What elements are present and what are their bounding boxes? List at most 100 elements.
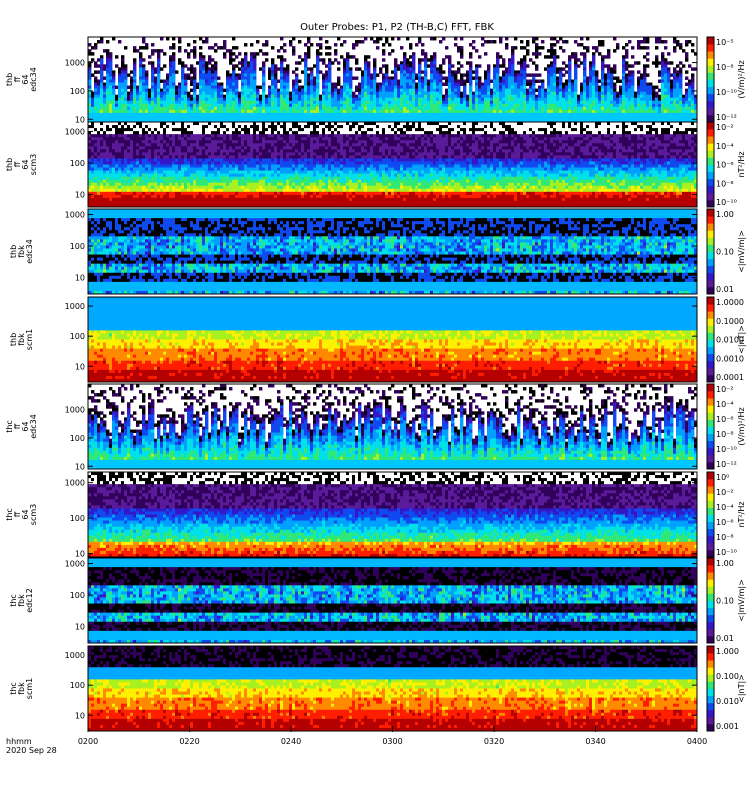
- y-axis-label: thb ff 64 edc34: [5, 67, 38, 92]
- y-tick-label: 1000: [65, 59, 85, 68]
- colorbar-label: <|mV/m|>: [737, 579, 746, 622]
- time-axis: 0200 0220 0240 0300 0320 0340 0400: [78, 726, 707, 746]
- spectrogram-image: [88, 37, 697, 122]
- y-label-line: fbk: [17, 245, 26, 258]
- colorbar-tick-label: 10⁻⁶: [716, 415, 734, 424]
- spectrogram-image: [88, 122, 697, 207]
- panel-7: 10 100 1000 thc fbk edc12 1.00 0.10 0.01 <|mV/m|>: [9, 557, 746, 644]
- panel-1: 10 100 1000 thb ff 64 edc34 10⁻⁵ 10⁻⁸ 10⁻¹⁰ 10⁻¹² (…: [5, 36, 746, 124]
- colorbar-tick-label: 0.100: [716, 672, 739, 681]
- panel-3: 10 100 1000 thb fbk edc34 1.00 0.10 0.01 <|mV/m|>: [9, 208, 746, 295]
- colorbar-tick-label: 10⁻¹²: [716, 460, 737, 469]
- colorbar: 10⁻² 10⁻⁴ 10⁻⁶ 10⁻⁸ 10⁻¹⁰ 10⁻¹² (V/m)²/Hz: [706, 383, 746, 470]
- colorbar-tick-label: 10⁻⁴: [716, 142, 734, 151]
- footer-date: 2020 Sep 28: [6, 746, 57, 755]
- colorbar: 10⁻² 10⁻⁴ 10⁻⁶ 10⁻⁸ 10⁻¹⁰ nT²/Hz: [706, 121, 746, 208]
- y-tick-label: 10: [75, 190, 85, 199]
- spectrogram-image: [88, 209, 697, 294]
- footer-time-label: hhmm: [6, 737, 57, 746]
- colorbar-tick-label: 10⁻¹⁰: [716, 198, 737, 207]
- x-tick-label: 0240: [281, 737, 301, 746]
- colorbar: 1.0000 0.1000 0.0100 0.0010 0.0001 <|nT|>: [706, 296, 746, 383]
- x-tick-label: 0400: [687, 737, 707, 746]
- footer: hhmm 2020 Sep 28: [6, 737, 57, 755]
- colorbar-tick-label: 0.010: [716, 697, 739, 706]
- y-tick-label: 10: [75, 623, 85, 632]
- y-axis-label: thb ff 64 scm3: [5, 154, 38, 175]
- y-label-line: edc12: [25, 588, 34, 613]
- spectrogram-image: [88, 558, 697, 643]
- y-label-line: thb: [9, 333, 18, 346]
- y-label-line: edc34: [29, 67, 38, 92]
- colorbar-tick-label: 0.0100: [716, 336, 744, 345]
- y-tick-label: 100: [70, 434, 85, 443]
- colorbar: 10⁻⁵ 10⁻⁸ 10⁻¹⁰ 10⁻¹² (V/m)²/Hz: [706, 36, 746, 123]
- colorbar-label: nT²/Hz: [737, 151, 746, 177]
- y-tick-label: 100: [70, 242, 85, 251]
- colorbar-label: <|nT|>: [737, 674, 746, 703]
- y-axis-label: thc fbk scm1: [9, 678, 34, 699]
- colorbar-tick-label: 10⁻⁸: [716, 430, 734, 439]
- x-tick-label: 0340: [585, 737, 605, 746]
- y-label-line: thb: [5, 73, 14, 86]
- y-label-line: edc34: [29, 414, 38, 439]
- colorbar-tick-label: 10⁻⁸: [716, 63, 734, 72]
- y-axis-label: thc ff 64 edc34: [5, 414, 38, 439]
- y-tick-label: 10: [75, 462, 85, 471]
- x-tick-label: 0220: [179, 737, 199, 746]
- y-tick-label: 10: [75, 362, 85, 371]
- colorbar-tick-label: 10⁻¹⁰: [716, 88, 737, 97]
- colorbar: 10⁰ 10⁻² 10⁻⁴ 10⁻⁶ 10⁻⁸ 10⁻¹⁰ nT²/Hz: [706, 471, 746, 558]
- y-tick-label: 10: [75, 550, 85, 559]
- colorbar-tick-label: 0.1000: [716, 317, 744, 326]
- x-tick-label: 0320: [484, 737, 504, 746]
- y-tick-label: 1000: [65, 211, 85, 220]
- y-label-line: thc: [5, 420, 14, 433]
- y-label-line: edc34: [25, 239, 34, 264]
- y-tick-label: 1000: [65, 651, 85, 660]
- panel-frame: [87, 471, 698, 558]
- chart-title: Outer Probes: P1, P2 (TH-B,C) FFT, FBK: [300, 22, 494, 33]
- y-tick-label: 1000: [65, 302, 85, 311]
- colorbar-tick-label: 0.10: [716, 597, 734, 606]
- spectrogram-image: [88, 297, 697, 382]
- y-label-line: scm1: [25, 678, 34, 699]
- colorbar-tick-label: 10⁻⁶: [716, 518, 734, 527]
- y-label-line: ff: [13, 423, 22, 429]
- y-tick-label: 100: [70, 591, 85, 600]
- colorbar-tick-label: 0.01: [716, 634, 734, 643]
- y-label-line: 64: [21, 509, 30, 519]
- colorbar-tick-label: 0.0001: [716, 373, 744, 382]
- panel-frame: [87, 557, 698, 644]
- colorbar-tick-label: 10⁻²: [716, 123, 734, 132]
- y-label-line: thc: [5, 508, 14, 521]
- colorbar-tick-label: 10⁻⁵: [716, 38, 734, 47]
- y-axis-label: thc fbk edc12: [9, 588, 34, 613]
- colorbar-tick-label: 0.0010: [716, 354, 744, 363]
- y-tick-label: 100: [70, 681, 85, 690]
- y-tick-label: 10: [75, 274, 85, 283]
- y-tick-label: 100: [70, 332, 85, 341]
- colorbar-tick-label: 0.01: [716, 285, 734, 294]
- y-label-line: fbk: [17, 594, 26, 607]
- spectrogram-image: [88, 384, 697, 469]
- y-label-line: scm1: [25, 329, 34, 350]
- y-label-line: thc: [9, 594, 18, 607]
- colorbar-tick-label: 1.00: [716, 210, 734, 219]
- colorbar-tick-label: 10⁻⁸: [716, 179, 734, 188]
- panel-frame: [87, 383, 698, 470]
- colorbar-label: (V/m)²/Hz: [737, 60, 746, 98]
- panel-8: 10 100 1000 thc fbk scm1 1.000 0.100 0.010 0.001 <…: [9, 645, 746, 732]
- colorbar-label: (V/m)²/Hz: [737, 407, 746, 445]
- y-label-line: 64: [21, 74, 30, 84]
- colorbar-tick-label: 10⁰: [716, 473, 729, 482]
- y-tick-label: 1000: [65, 560, 85, 569]
- colorbar-tick-label: 10⁻⁶: [716, 161, 734, 170]
- y-label-line: ff: [13, 511, 22, 517]
- panel-frame: [87, 121, 698, 208]
- y-tick-label: 10: [75, 115, 85, 124]
- colorbar-tick-label: 10⁻¹²: [716, 113, 737, 122]
